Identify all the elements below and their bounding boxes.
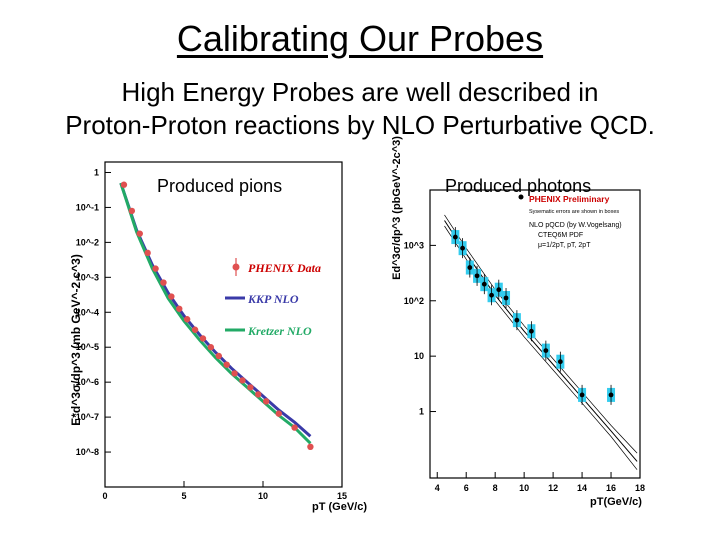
photon-data-point: [514, 317, 520, 323]
pion-y-tick-label: 10^-8: [76, 447, 99, 457]
photon-data-point: [579, 392, 585, 398]
pion-y-tick-label: 10^-3: [76, 272, 99, 282]
pion-data-point: [255, 391, 262, 398]
pion-data-point: [128, 207, 136, 215]
pion-y-tick-label: 10^-7: [76, 412, 99, 422]
pion-data-point: [247, 384, 254, 391]
slide-title: Calibrating Our Probes: [176, 18, 544, 59]
pion-x-tick-label: 10: [258, 491, 268, 501]
photon-data-point: [503, 295, 509, 301]
pion-y-axis-label: E*d^3σ/dp^3 (mb GeV^-2 c^3): [69, 254, 83, 426]
pion-data-point: [262, 398, 270, 405]
slide-subtitle: High Energy Probes are well described in…: [0, 76, 720, 142]
photon-data-point: [460, 245, 465, 251]
pion-data-point: [144, 249, 151, 257]
photon-data-point: [543, 348, 549, 354]
pion-caption: Produced pions: [157, 176, 282, 196]
pion-data-point: [215, 352, 222, 360]
photon-y-tick-label: 10^3: [404, 240, 424, 250]
photon-x-tick-label: 18: [635, 483, 645, 493]
photon-y-axis-label: Ed^3σ/dp^3 (pbGeV^-2c^3): [391, 136, 403, 280]
photon-y-tick-label: 1: [419, 407, 424, 417]
photon-y-tick-labels: 1 10 10^2 10^3: [404, 240, 436, 417]
pion-data-point: [120, 181, 128, 188]
photon-data-points: [451, 227, 616, 405]
photon-data-point: [557, 359, 563, 365]
pion-data-point: [160, 279, 167, 286]
nlo-curve: [444, 214, 638, 454]
pion-data-point: [136, 230, 143, 237]
subtitle-line-2: Proton-Proton reactions by NLO Perturbat…: [65, 110, 655, 140]
pion-chart: 0 5 10 15 1 10^-1 10^-2 10^-3 10^-4 10^-5 10^-6 10…: [69, 161, 367, 513]
legend-pdf: CTEQ6M PDF: [538, 232, 583, 239]
pion-y-tick-label: 10^-4: [76, 307, 99, 317]
pion-y-tick-label: 10^-6: [76, 377, 99, 387]
pion-y-tick-label: 10^-2: [76, 237, 99, 247]
pion-y-tick-label: 10^-5: [76, 342, 99, 352]
photon-data-point: [452, 234, 458, 240]
pion-data-point: [207, 344, 215, 351]
pion-data-point: [223, 361, 230, 368]
pion-data-point: [183, 316, 191, 323]
photon-caption: Produced photons: [445, 176, 591, 196]
photon-x-tick-label: 8: [493, 483, 498, 493]
photon-data-point: [528, 328, 534, 334]
photon-data-point: [489, 292, 494, 298]
subtitle-line-1: High Energy Probes are well described in: [121, 77, 599, 107]
legend-phenix-prelim-marker: [518, 194, 524, 200]
pion-data-point: [275, 410, 282, 417]
photon-x-tick-label: 4: [435, 483, 440, 493]
photon-x-tick-label: 14: [577, 483, 587, 493]
legend-scales: μ=1/2pT, pT, 2pT: [538, 242, 591, 249]
legend-systematic-note: Sysematic errors are shown in boxes: [529, 209, 619, 215]
pion-data-point: [307, 443, 314, 451]
legend-kkp-nlo: KKP NLO: [247, 292, 299, 306]
photon-data-point: [496, 287, 502, 293]
legend-phenix-preliminary: PHENIX Preliminary: [529, 194, 610, 204]
pion-x-tick-label: 0: [102, 491, 107, 501]
pion-plot-frame: [104, 161, 343, 488]
pion-data-point: [176, 305, 183, 312]
pion-data-point: [291, 424, 298, 431]
legend-kretzer-nlo: Kretzer NLO: [247, 324, 312, 338]
photon-x-axis-label: pT(GeV/c): [590, 496, 642, 508]
pion-x-tick-labels: 0 5 10 15: [102, 481, 347, 501]
pion-y-tick-label: 1: [94, 167, 99, 177]
pion-data-point: [168, 293, 175, 300]
legend-nlo-pqcd: NLO pQCD (by W.Vogelsang): [529, 222, 622, 229]
pion-data-point: [231, 370, 238, 377]
pion-legend: PHENIX Data KKP NLO Kretzer NLO: [225, 258, 321, 338]
photon-x-tick-label: 12: [548, 483, 558, 493]
photon-y-tick-label: 10: [414, 351, 424, 361]
legend-phenix-data: PHENIX Data: [248, 261, 321, 275]
pion-data-point: [152, 265, 159, 272]
photon-data-point: [467, 265, 473, 270]
photon-data-point: [481, 281, 487, 287]
photon-x-tick-label: 10: [519, 483, 529, 493]
pion-y-tick-labels: 1 10^-1 10^-2 10^-3 10^-4 10^-5 10^-6 10^-7 10^-…: [76, 167, 111, 457]
photon-y-tick-label: 10^2: [404, 296, 424, 306]
photon-legend: PHENIX Preliminary Sysematic errors are …: [518, 194, 622, 249]
photon-x-tick-labels: 4 6 8 10 12 14 16 18: [435, 472, 645, 493]
pion-data-point: [191, 326, 199, 333]
pion-x-tick-label: 15: [337, 491, 347, 501]
photon-data-point: [474, 273, 480, 279]
pion-y-tick-label: 10^-1: [76, 202, 99, 212]
photon-data-point: [608, 392, 614, 398]
legend-phenix-marker: [232, 263, 240, 271]
photon-chart: 4 6 8 10 12 14 16 18 1 10 10^2 10^3 Produced photo…: [391, 136, 645, 508]
photon-x-tick-label: 16: [606, 483, 616, 493]
photon-x-tick-label: 6: [464, 483, 469, 493]
pion-data-points: [120, 181, 314, 451]
pion-data-point: [239, 377, 246, 384]
pion-data-point: [199, 335, 207, 342]
pion-x-axis-label: pT (GeV/c): [312, 501, 367, 513]
pion-x-tick-label: 5: [181, 491, 186, 501]
